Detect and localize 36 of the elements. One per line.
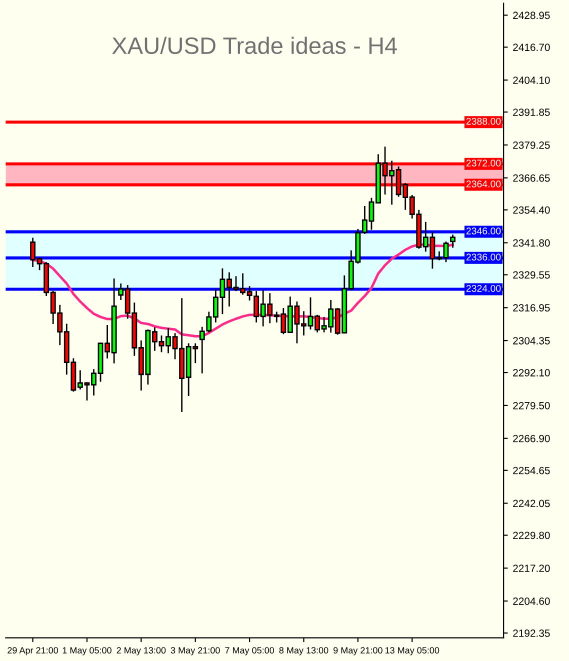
ref-line-label: 2324.00 [466,284,501,292]
y-tick-label: 2379.25 [513,141,550,149]
x-tick-label: 7 May 05:00 [225,647,274,656]
candlestick [450,234,456,248]
y-tick-label: 2217.20 [513,564,550,572]
y-tick-label: 2341.80 [513,239,550,247]
y-tick-label: 2242.05 [513,500,550,508]
y-tick-label: 2329.55 [513,271,550,279]
ref-line-label: 2388.00 [466,118,501,125]
x-tick-label: 1 May 05:00 [62,647,112,656]
y-tick-label: 2292.10 [513,369,550,376]
ref-line-label: 2372.00 [466,160,501,167]
y-tick-label: 2254.65 [513,466,550,474]
y-tick-label: 2354.40 [513,206,550,214]
y-tick-label: 2416.70 [513,44,550,52]
y-tick-label: 2229.80 [513,532,550,540]
x-tick-label: 13 May 05:00 [385,647,440,656]
y-tick-label: 2404.10 [513,76,550,84]
ref-line-label: 2346.00 [466,228,501,234]
ref-line-label: 2336.00 [466,254,501,261]
x-tick-label: 2 May 13:00 [116,647,166,656]
y-tick-label: 2266.90 [513,434,550,442]
ref-line-label: 2364.00 [466,180,501,188]
x-tick-label: 9 May 21:00 [334,647,382,656]
y-tick-label: 2366.65 [513,174,550,182]
x-tick-label: 29 Apr 21:00 [8,647,58,656]
y-tick-label: 2279.50 [513,402,550,410]
x-tick-label: 8 May 13:00 [279,647,328,656]
y-tick-label: 2428.95 [513,12,550,20]
y-tick-label: 2316.95 [513,304,550,312]
text: XAU/USD Trade ideas - H4 [112,36,397,54]
y-tick-label: 2204.60 [513,598,550,605]
y-tick-label: 2304.35 [513,337,550,344]
x-tick-label: 3 May 21:00 [170,647,220,656]
y-tick-label: 2192.35 [513,630,550,637]
y-tick-label: 2391.85 [513,108,550,116]
